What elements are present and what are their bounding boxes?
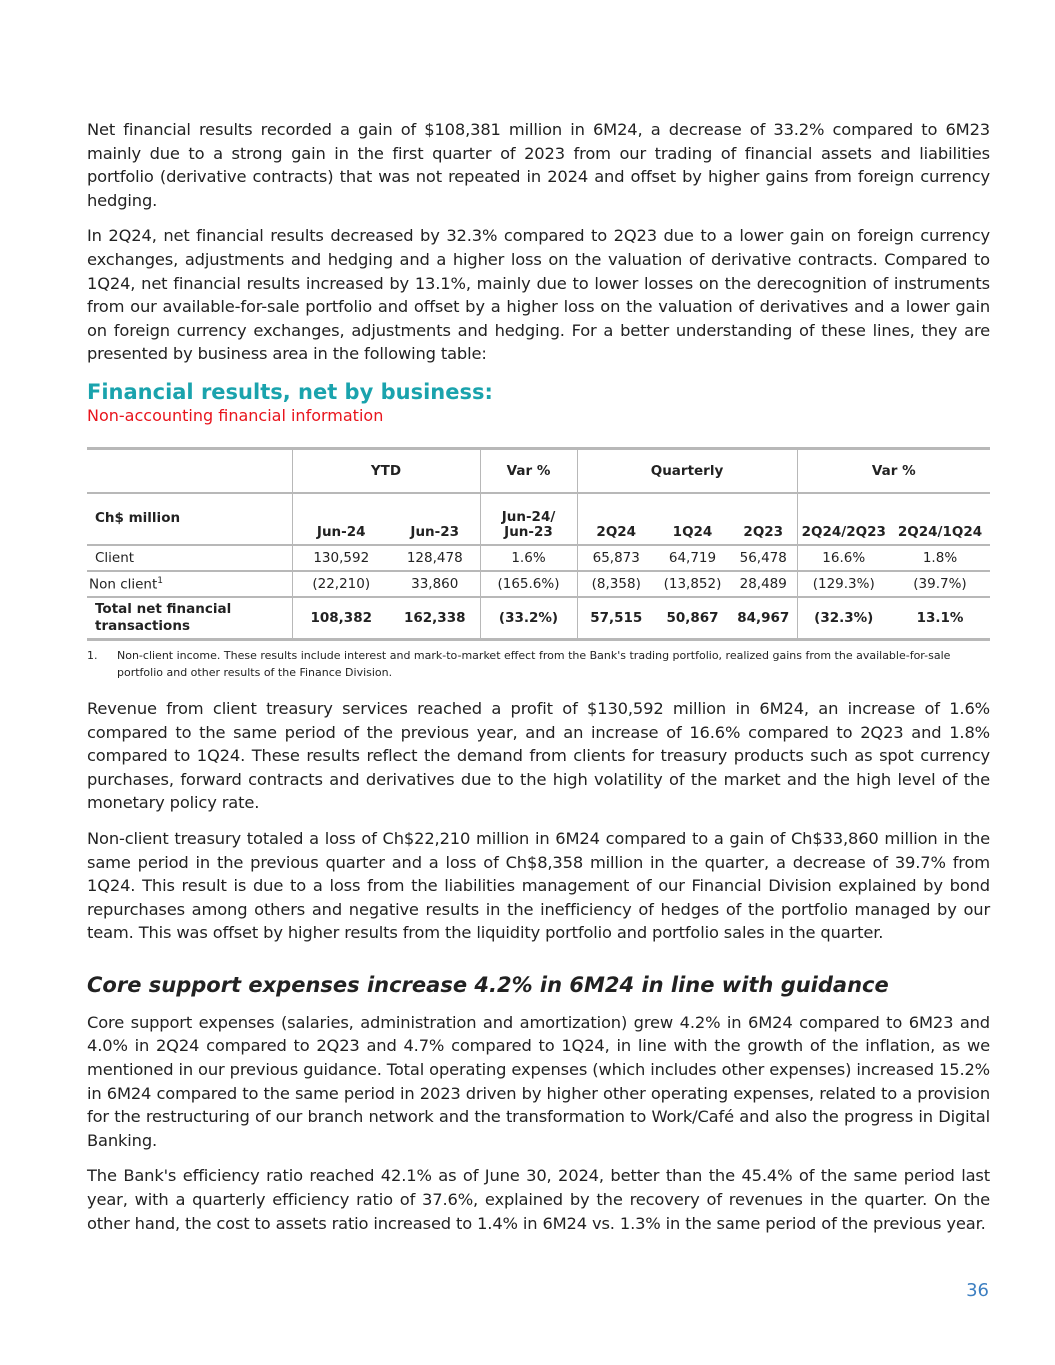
cell: 16.6% xyxy=(796,543,890,571)
cell: 1.6% xyxy=(479,543,577,571)
cell: 162,338 xyxy=(390,595,480,641)
group-header-row: YTD Var % Quarterly Var % xyxy=(87,446,990,493)
cell: 33,860 xyxy=(390,569,480,597)
column-header-row: Ch$ million Jun-24 Jun-23 Jun-24/ Jun-23… xyxy=(87,491,990,545)
paragraph: Non-client treasury totaled a loss of Ch… xyxy=(87,828,990,943)
cell: (22,210) xyxy=(291,569,390,597)
column-header: 1Q24 xyxy=(655,491,730,545)
cell: 56,478 xyxy=(730,543,797,571)
column-header: Jun-24/ Jun-23 xyxy=(479,491,577,545)
table-row: Non client1 (22,210) 33,860 (165.6%) (8,… xyxy=(87,569,990,597)
cell: 84,967 xyxy=(730,595,797,641)
group-header: Quarterly xyxy=(576,446,797,493)
cell: 64,719 xyxy=(655,543,730,571)
section-title: Financial results, net by business: xyxy=(87,379,493,404)
paragraph: Core support expenses (salaries, adminis… xyxy=(87,1012,990,1150)
cell: 50,867 xyxy=(655,595,730,641)
row-label: Client xyxy=(87,543,292,571)
group-header: Var % xyxy=(796,446,990,493)
table-row: Client 130,592 128,478 1.6% 65,873 64,71… xyxy=(87,543,990,571)
column-header: Jun-24 xyxy=(291,491,390,545)
cell: 1.8% xyxy=(890,543,990,571)
paragraph: The Bank's efficiency ratio reached 42.1… xyxy=(87,1166,990,1233)
paragraph: Net financial results recorded a gain of… xyxy=(87,120,990,210)
table-footnote: 1. Non-client income. These results incl… xyxy=(87,648,951,679)
page-content: Net financial results recorded a gain of… xyxy=(87,118,990,1247)
section-subtitle: Non-accounting financial information xyxy=(87,405,384,425)
column-header: Jun-23 xyxy=(390,491,480,545)
cell: (33.2%) xyxy=(479,595,577,641)
group-header: YTD xyxy=(291,446,480,493)
column-header: 2Q24/1Q24 xyxy=(890,491,990,545)
cell: (39.7%) xyxy=(890,569,990,597)
row-label: Non client1 xyxy=(87,569,292,597)
column-header: 2Q23 xyxy=(730,491,797,545)
paragraph: In 2Q24, net financial results decreased… xyxy=(87,226,990,364)
cell: (13,852) xyxy=(655,569,730,597)
paragraph: Revenue from client treasury services re… xyxy=(87,698,990,813)
cell: 28,489 xyxy=(730,569,797,597)
page-number: 36 xyxy=(966,1280,989,1301)
row-label: Total net financial transactions xyxy=(87,595,292,641)
cell: 65,873 xyxy=(576,543,655,571)
cell: (129.3%) xyxy=(796,569,890,597)
group-header: Var % xyxy=(479,446,577,493)
section-title: Core support expenses increase 4.2% in 6… xyxy=(87,972,889,997)
cell: (165.6%) xyxy=(479,569,577,597)
cell: 57,515 xyxy=(576,595,655,641)
cell: 130,592 xyxy=(291,543,390,571)
financial-results-table: YTD Var % Quarterly Var % Ch$ million Ju… xyxy=(87,446,990,641)
cell: 108,382 xyxy=(291,595,390,641)
cell: (8,358) xyxy=(576,569,655,597)
column-header: 2Q24 xyxy=(576,491,655,545)
unit-label: Ch$ million xyxy=(87,491,292,545)
cell: (32.3%) xyxy=(796,595,890,641)
cell: 128,478 xyxy=(390,543,480,571)
column-header: 2Q24/2Q23 xyxy=(796,491,890,545)
footnote-marker: 1 xyxy=(157,575,164,586)
cell: 13.1% xyxy=(890,595,990,641)
table-row-total: Total net financial transactions 108,382… xyxy=(87,595,990,641)
